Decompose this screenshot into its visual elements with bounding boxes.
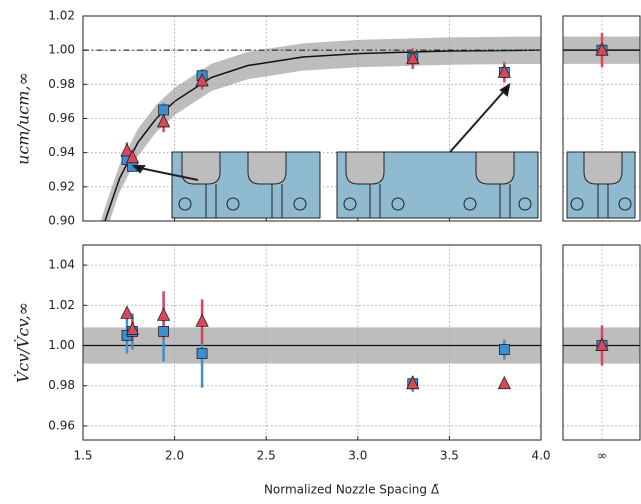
frame (562, 244, 641, 441)
y-tick-label: 1.04 (48, 258, 75, 272)
fit-curve (104, 49, 541, 221)
triangle-marker (120, 143, 134, 157)
y-tick-label: 0.92 (48, 179, 75, 193)
triangle-marker (406, 375, 420, 390)
y-tick-label: 1.02 (48, 9, 75, 23)
square-marker (498, 344, 510, 355)
triangle-marker (595, 337, 609, 351)
y-tick-label: 1.00 (48, 338, 75, 352)
y-tick-label: 0.98 (48, 378, 75, 392)
confidence-band (101, 36, 541, 221)
frame (562, 15, 641, 222)
x-tick-label: 2.5 (257, 449, 276, 463)
frame (82, 15, 542, 222)
triangle-marker (497, 64, 512, 78)
triangle-marker (497, 375, 512, 390)
y-tick-label: 0.98 (48, 77, 75, 91)
triangle-marker (125, 321, 140, 335)
y-tick-label: 0.90 (48, 214, 75, 228)
square-marker (158, 326, 170, 337)
arrow (449, 82, 511, 153)
square-marker (158, 104, 170, 116)
triangle-marker (195, 313, 209, 327)
triangle-marker (195, 73, 209, 87)
x-axis-label: Normalized Nozzle Spacing Δ̃ (264, 483, 440, 497)
x-tick-label: 3.5 (440, 449, 459, 463)
triangle-marker (595, 42, 609, 56)
x-tick-label: 3.0 (348, 449, 367, 463)
triangle-marker (156, 114, 171, 128)
x-tick-label: ∞ (597, 449, 607, 463)
triangle-marker (120, 305, 134, 319)
inset-infinite (566, 151, 636, 219)
y-axis-label: ucm/ucm,∞ (14, 72, 33, 165)
y-tick-label: 1.02 (48, 298, 75, 312)
frame (82, 244, 542, 441)
x-tick-label: 4.0 (531, 449, 550, 463)
x-tick-label: 1.5 (73, 449, 92, 463)
inset-wide (336, 151, 539, 219)
plot-area (101, 36, 541, 221)
y-tick-label: 0.94 (48, 145, 75, 159)
inset-narrow (171, 151, 321, 219)
x-tick-label: 2.0 (165, 449, 184, 463)
y-tick-label: 0.96 (48, 418, 75, 432)
y-tick-label: 1.00 (48, 43, 75, 57)
arrow (131, 165, 199, 181)
nozzle-insets (131, 82, 636, 219)
triangle-marker (406, 50, 420, 65)
y-tick-label: 0.96 (48, 111, 75, 125)
triangle-marker (125, 149, 140, 164)
y-axis-label: V̇cv/V̇cv,∞ (14, 302, 33, 383)
triangle-marker (156, 307, 171, 321)
square-marker (196, 348, 208, 359)
